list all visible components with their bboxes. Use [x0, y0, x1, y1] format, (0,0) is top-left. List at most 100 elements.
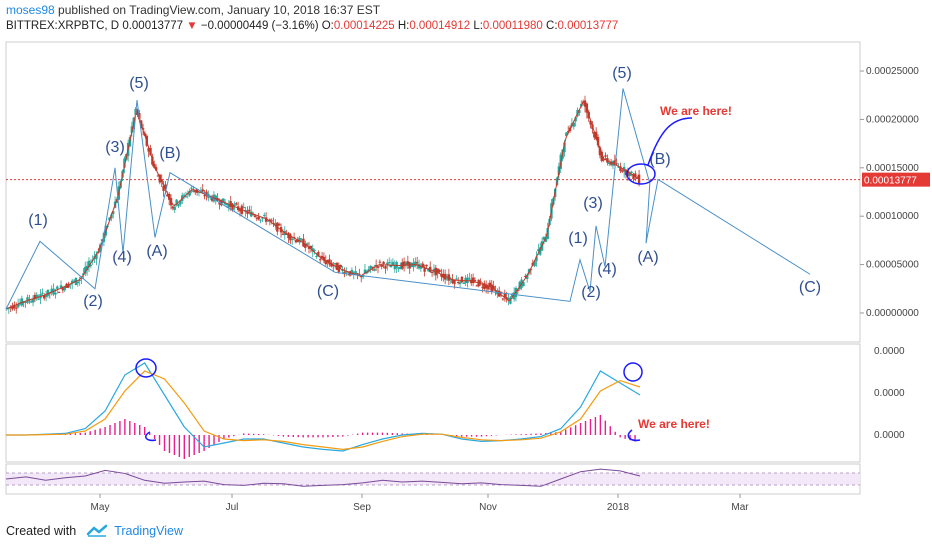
candle-body [604, 155, 607, 157]
moving-average-line [6, 101, 640, 310]
candle-body [374, 265, 378, 267]
time-tick-label: Sep [353, 502, 371, 513]
candle-body [123, 158, 126, 168]
low-value: 0.00011980 [482, 20, 543, 32]
candle-body [112, 211, 115, 215]
candle-body [266, 220, 270, 222]
candle-body [337, 265, 341, 273]
macd-axis[interactable]: 0.0000 0.0000 0.0000 [874, 346, 905, 441]
candle-body [449, 278, 452, 280]
candle-body [419, 265, 423, 269]
candle-body [57, 291, 61, 293]
wave-label-11: (4) [597, 261, 617, 278]
candle-body [376, 266, 380, 268]
candle-body [546, 228, 549, 240]
candle-body [593, 131, 596, 138]
candle-body [333, 263, 337, 265]
footer: Created with TradingView [6, 524, 183, 538]
candle-body [354, 271, 357, 275]
candle-body [512, 292, 516, 300]
candle-body [572, 122, 576, 127]
candle-body [35, 294, 38, 299]
candle-body [61, 287, 65, 291]
macd-tick-label: 0.0000 [874, 388, 905, 399]
chart-canvas[interactable]: (1) (2) (3) (4) (5) (A) (B) (C) (1) (2) (3) (4) (5) (… [0, 0, 932, 520]
candle-body [574, 117, 577, 122]
candle-body [460, 276, 464, 283]
candle-body [248, 209, 251, 212]
candle-body [182, 194, 186, 196]
candle-body [214, 195, 217, 201]
candle-body [33, 294, 37, 300]
candle-body [402, 261, 406, 267]
candle-body [468, 278, 471, 280]
candle-body [453, 280, 456, 284]
price-pane: (1) (2) (3) (4) (5) (A) (B) (C) (1) (2) (3) (4) (5) (… [5, 41, 930, 343]
candle-body [378, 261, 382, 263]
candle-body [386, 262, 389, 266]
price-tick-label: 0.00015000 [866, 163, 919, 174]
candle-body [481, 286, 484, 288]
rsi-pane [5, 463, 861, 495]
author-link[interactable]: moses98 [6, 3, 55, 17]
candle-body [108, 217, 111, 221]
candle-body [173, 206, 176, 210]
candle-body [76, 281, 79, 284]
candle-body [348, 271, 352, 276]
time-tick-label: Mar [731, 502, 749, 513]
candle-body [171, 206, 175, 209]
candle-body [417, 264, 421, 269]
macd-pane: 0.0000 0.0000 0.0000 We are here! [5, 343, 905, 463]
candle-body [609, 161, 613, 165]
candle-body [360, 276, 363, 278]
candle-body [475, 285, 479, 287]
candle-body [438, 269, 441, 273]
candle-body [384, 266, 387, 269]
candle-body [600, 151, 603, 161]
candle-body [369, 265, 372, 270]
candle-body [192, 190, 195, 193]
wave-label-6: (B) [159, 145, 180, 162]
candle-body [44, 294, 48, 297]
candle-body [231, 203, 234, 210]
candle-body [242, 207, 245, 209]
candle-body [291, 238, 294, 240]
candle-body [544, 238, 548, 242]
open-label: O: [321, 20, 334, 32]
candle-body [471, 277, 475, 283]
candle-body [54, 292, 57, 295]
candle-body [289, 234, 292, 241]
candle-body [20, 298, 24, 306]
candle-body [87, 260, 91, 268]
candle-body [95, 253, 98, 260]
we-are-here-note: We are here! [660, 104, 732, 118]
candle-body [253, 215, 257, 217]
candle-body [70, 280, 74, 284]
candle-body [350, 269, 354, 275]
candle-body [445, 278, 449, 280]
macd-line [6, 362, 641, 452]
candle-body [533, 261, 536, 267]
time-axis[interactable]: May Jul Sep Nov 2018 Mar [91, 494, 750, 513]
candle-body [184, 196, 188, 198]
candle-body [164, 184, 167, 190]
price-tick-label: 0.00010000 [866, 211, 919, 222]
candle-body [335, 262, 339, 270]
candle-body [201, 189, 204, 192]
candle-body [63, 287, 66, 291]
candle-body [589, 120, 592, 125]
rsi-line [5, 468, 641, 487]
candle-body [507, 297, 510, 300]
macd-peak-circle-1 [135, 358, 157, 378]
last-price-tag-label: 0.00013777 [864, 176, 917, 187]
candle-body [594, 131, 598, 140]
wave-label-8: (1) [568, 230, 588, 247]
candle-body [443, 273, 447, 280]
candle-body [190, 187, 193, 189]
candle-body [578, 110, 581, 113]
candle-body [484, 284, 488, 289]
candle-body [458, 281, 462, 285]
candle-body [624, 169, 628, 176]
tradingview-brand-link[interactable]: TradingView [114, 524, 183, 538]
price-axis[interactable]: 0.00025000 0.00020000 0.00015000 0.00010000… [860, 66, 919, 319]
